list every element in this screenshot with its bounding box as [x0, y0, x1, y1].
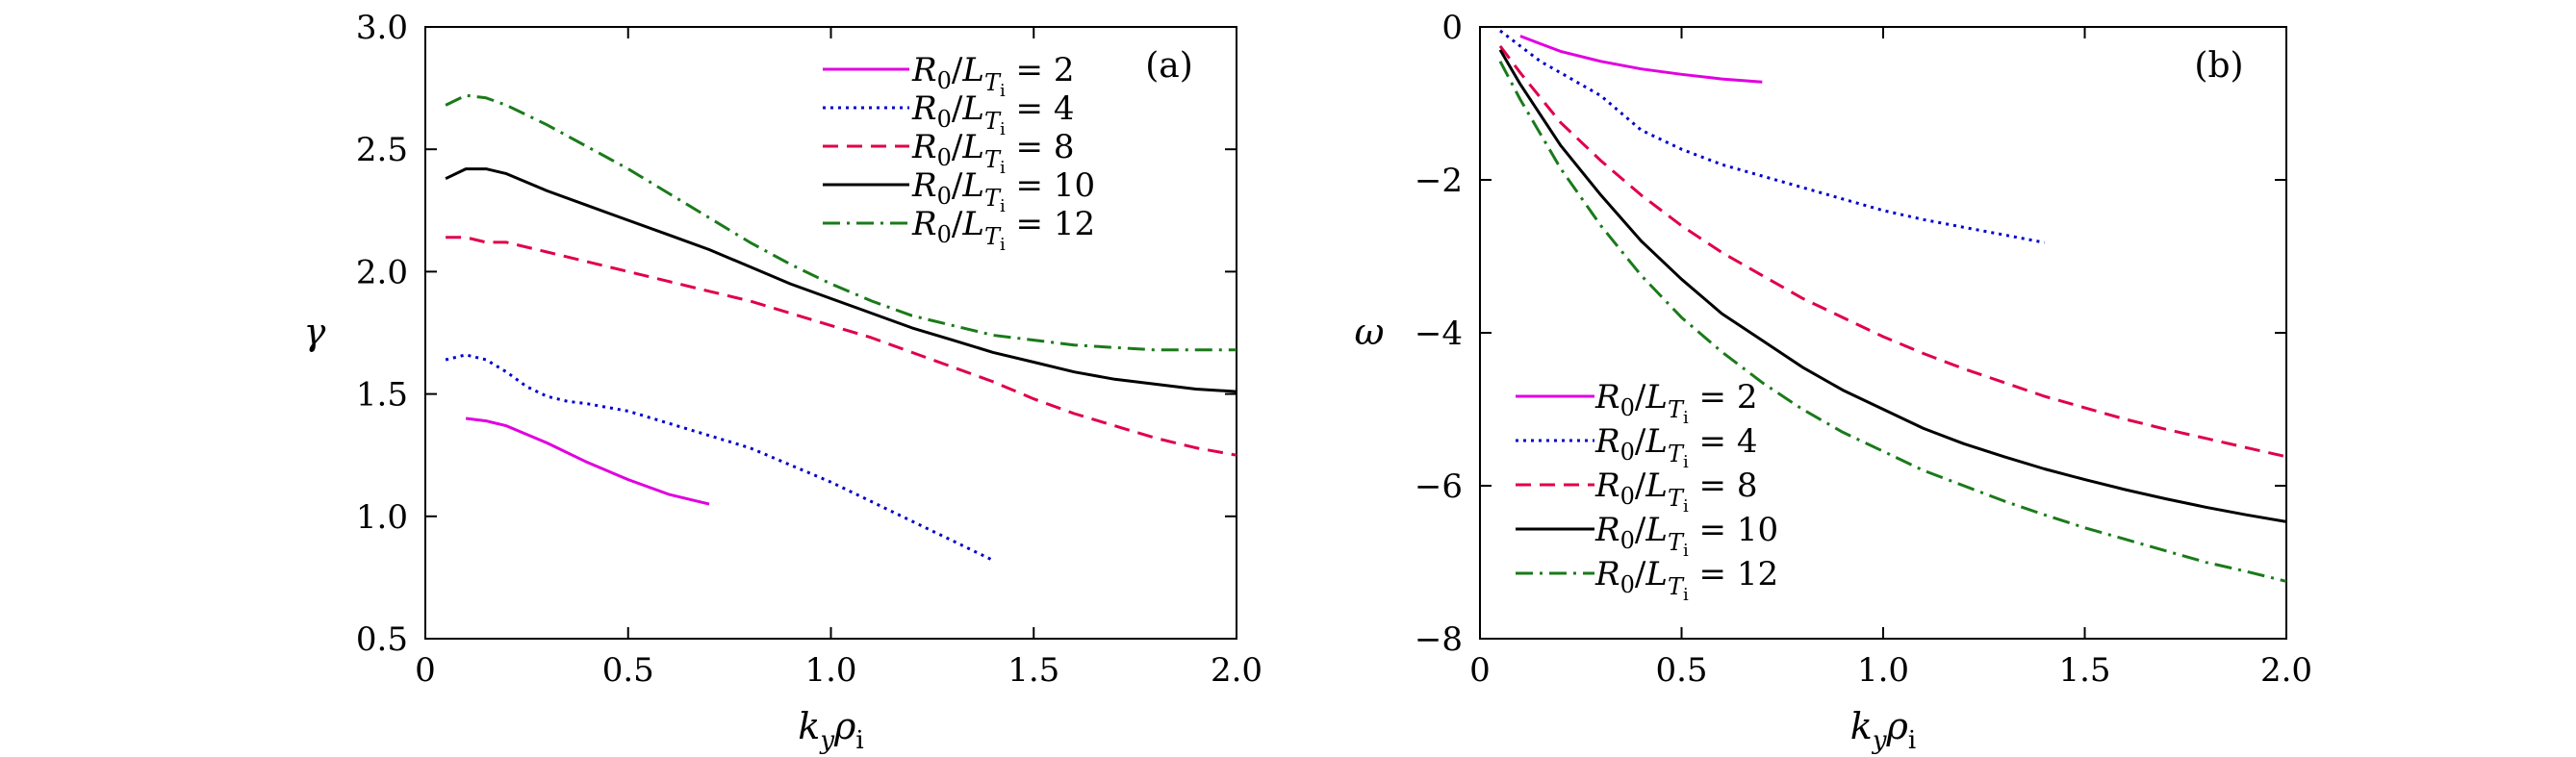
legend-entry-4: R0/LTi = 12 — [911, 205, 1095, 255]
legend-entry-3: R0/LTi = 10 — [1594, 511, 1778, 561]
y-tick-label: 1.5 — [356, 376, 408, 415]
y-tick-label: −6 — [1415, 467, 1463, 506]
series-line-3 — [445, 167, 1237, 393]
legend: R0/LTi = 2R0/LTi = 4R0/LTi = 8R0/LTi = 1… — [1516, 378, 1778, 605]
y-tick-label: 0 — [1441, 9, 1463, 47]
legend-entry-1: R0/LTi = 4 — [911, 89, 1074, 139]
y-tick-label: 2.5 — [356, 131, 408, 169]
legend-entry-2: R0/LTi = 8 — [1594, 467, 1757, 517]
panel-label: (b) — [2194, 46, 2243, 86]
y-tick-label: 3.0 — [356, 9, 408, 47]
x-axis-label: kyρi — [798, 705, 863, 755]
x-tick-label: 0 — [1469, 651, 1491, 690]
series-line-4 — [1498, 61, 2287, 583]
x-axis-label: kyρi — [1850, 705, 1916, 755]
x-tick-label: 1.0 — [1857, 651, 1909, 690]
y-tick-label: −8 — [1415, 620, 1463, 659]
x-tick-label: 1.5 — [2058, 651, 2110, 690]
series-line-0 — [1519, 35, 1763, 84]
series-line-2 — [446, 236, 1237, 457]
x-tick-label: 0 — [415, 651, 436, 690]
x-tick-label: 0.5 — [602, 651, 654, 690]
y-axis-label: ω — [1355, 311, 1385, 353]
legend-entry-2: R0/LTi = 8 — [911, 128, 1074, 178]
x-tick-label: 2.0 — [2260, 651, 2312, 690]
y-tick-label: 2.0 — [356, 253, 408, 291]
legend-entry-1: R0/LTi = 4 — [1594, 422, 1757, 472]
panel-a: 0 0.5 1.0 1.5 2.00.51.01.52.02.53.0kyρiγ(a)R… — [304, 9, 1262, 755]
series-line-2 — [1498, 44, 2287, 459]
y-tick-label: −2 — [1415, 162, 1463, 200]
legend-entry-0: R0/LTi = 2 — [911, 51, 1074, 101]
legend-entry-4: R0/LTi = 12 — [1594, 555, 1778, 605]
series-line-1 — [1499, 29, 2045, 244]
x-tick-label: 0.5 — [1655, 651, 1707, 690]
legend: R0/LTi = 2R0/LTi = 4R0/LTi = 8R0/LTi = 1… — [823, 51, 1095, 255]
x-tick-label: 1.0 — [804, 651, 856, 690]
y-axis-label: γ — [304, 311, 326, 353]
x-tick-label: 2.0 — [1211, 651, 1262, 690]
y-tick-label: 0.5 — [356, 620, 408, 659]
y-tick-label: 1.0 — [356, 498, 408, 537]
series-line-3 — [1498, 49, 2287, 523]
series-line-4 — [445, 93, 1237, 352]
legend-entry-3: R0/LTi = 10 — [911, 166, 1095, 216]
legend-entry-0: R0/LTi = 2 — [1594, 378, 1757, 428]
panel-label: (a) — [1145, 46, 1193, 86]
panel-b: 0 0.5 1.0 1.5 2.0 −8 −6 −4 −2 0 kyρi ω (b) R0/LTi = 2… — [1355, 9, 2313, 755]
y-tick-label: −4 — [1415, 315, 1463, 353]
plot-frame — [424, 26, 1237, 640]
x-tick-label: 1.5 — [1007, 651, 1059, 690]
series-line-1 — [445, 353, 994, 562]
series-line-0 — [465, 416, 710, 506]
